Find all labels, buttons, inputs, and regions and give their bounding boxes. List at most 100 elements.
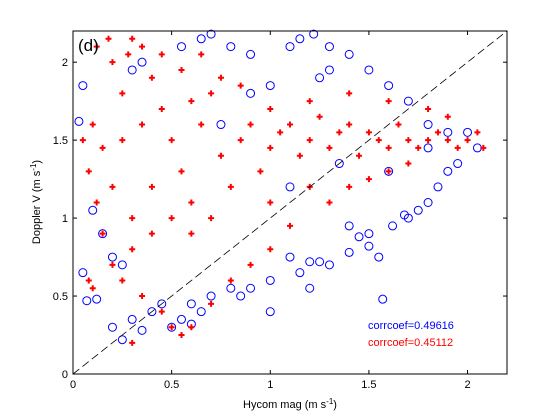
red-plus-point	[326, 199, 333, 206]
blue-circle-point	[403, 96, 413, 106]
red-plus-point	[178, 66, 185, 73]
blue-circle-point	[157, 299, 167, 309]
blue-circle-point	[226, 283, 236, 293]
red-plus-point	[474, 129, 481, 136]
red-plus-point	[99, 230, 106, 237]
red-plus-point	[109, 183, 116, 190]
blue-circle-point	[216, 120, 226, 130]
reference-line	[72, 30, 508, 375]
red-plus-point	[93, 43, 100, 50]
blue-circle-point	[177, 42, 186, 52]
red-plus-point	[178, 168, 185, 175]
red-plus-point	[306, 137, 313, 144]
red-plus-point	[385, 168, 392, 175]
blue-circle-point	[285, 182, 295, 192]
red-plus-point	[346, 90, 353, 97]
blue-circle-point	[472, 143, 482, 153]
blue-circle-point	[206, 291, 216, 301]
red-plus-point	[89, 285, 96, 292]
blue-circle-point	[246, 88, 256, 98]
red-plus-point	[405, 137, 412, 144]
red-plus-point	[306, 98, 313, 105]
red-plus-point	[79, 137, 86, 144]
blue-circle-point	[78, 268, 88, 278]
red-plus-point	[105, 35, 112, 42]
red-plus-point	[405, 160, 412, 167]
red-plus-point	[227, 277, 234, 284]
blue-circle-point	[74, 116, 84, 126]
red-plus-point	[425, 137, 432, 144]
blue-circle-point	[137, 57, 147, 67]
blue-circle-point	[443, 166, 453, 176]
blue-circle-point	[246, 283, 256, 293]
red-plus-point	[365, 176, 372, 183]
red-plus-point	[257, 168, 264, 175]
red-plus-point	[85, 277, 92, 284]
blue-circle-point	[388, 221, 398, 231]
blue-circle-point	[344, 247, 354, 257]
blue-circle-point	[384, 81, 394, 91]
blue-circle-point	[206, 29, 216, 39]
red-plus-point	[119, 137, 126, 144]
red-plus-point	[119, 90, 126, 97]
red-plus-point	[188, 199, 195, 206]
corrcoef-red: corrcoef=0.45112	[368, 337, 453, 349]
y-tick-label: 2	[62, 57, 68, 69]
red-plus-point	[287, 222, 293, 229]
red-plus-point	[119, 277, 126, 284]
red-plus-point	[89, 121, 96, 128]
red-plus-point	[188, 324, 195, 331]
blue-circle-point	[285, 42, 295, 52]
red-plus-point	[85, 168, 92, 175]
x-tick-label: 0	[70, 379, 76, 391]
blue-circle-point	[399, 210, 409, 220]
blue-circle-point	[226, 42, 236, 52]
red-plus-point	[356, 152, 363, 159]
blue-circle-point	[107, 322, 117, 332]
red-plus-point	[109, 261, 116, 268]
chart-marks	[74, 29, 487, 346]
blue-circle-point	[196, 34, 206, 44]
blue-circle-point	[433, 182, 443, 192]
red-plus-point	[375, 137, 382, 144]
y-tick-label: 1.5	[53, 135, 68, 147]
red-plus-point	[178, 332, 185, 339]
blue-circle-point	[364, 241, 374, 251]
red-plus-point	[296, 152, 303, 159]
red-plus-point	[148, 230, 155, 237]
blue-circle-point	[107, 252, 117, 262]
red-plus-point	[316, 113, 323, 120]
blue-circle-point	[265, 81, 275, 91]
red-plus-point	[168, 137, 175, 144]
y-tick-label: 0	[62, 369, 68, 381]
red-plus-point	[129, 35, 136, 42]
blue-circle-point	[324, 260, 334, 270]
red-plus-point	[346, 183, 353, 190]
red-plus-point	[198, 51, 205, 58]
blue-circle-point	[127, 65, 137, 75]
red-plus-point	[109, 59, 116, 66]
red-plus-point	[217, 74, 224, 81]
blue-circle-point	[344, 49, 354, 59]
red-plus-point	[434, 129, 441, 136]
blue-circle-point	[364, 65, 374, 75]
blue-circle-point	[374, 252, 384, 262]
red-plus-point	[188, 230, 195, 237]
blue-circle-point	[127, 314, 137, 324]
blue-circle-point	[378, 294, 388, 304]
red-plus-point	[129, 246, 136, 253]
x-tick-label: 1	[267, 379, 273, 391]
blue-circle-point	[423, 143, 433, 153]
red-plus-point	[158, 308, 165, 315]
blue-circle-point	[98, 229, 108, 239]
red-plus-point	[148, 183, 155, 190]
red-plus-point	[217, 152, 224, 159]
blue-circle-point	[463, 127, 473, 137]
blue-circle-point	[137, 325, 147, 335]
blue-circle-point	[413, 205, 423, 215]
blue-circle-point	[117, 260, 127, 270]
red-plus-point	[454, 144, 461, 151]
blue-circle-point	[453, 159, 463, 169]
red-plus-point	[129, 339, 136, 346]
